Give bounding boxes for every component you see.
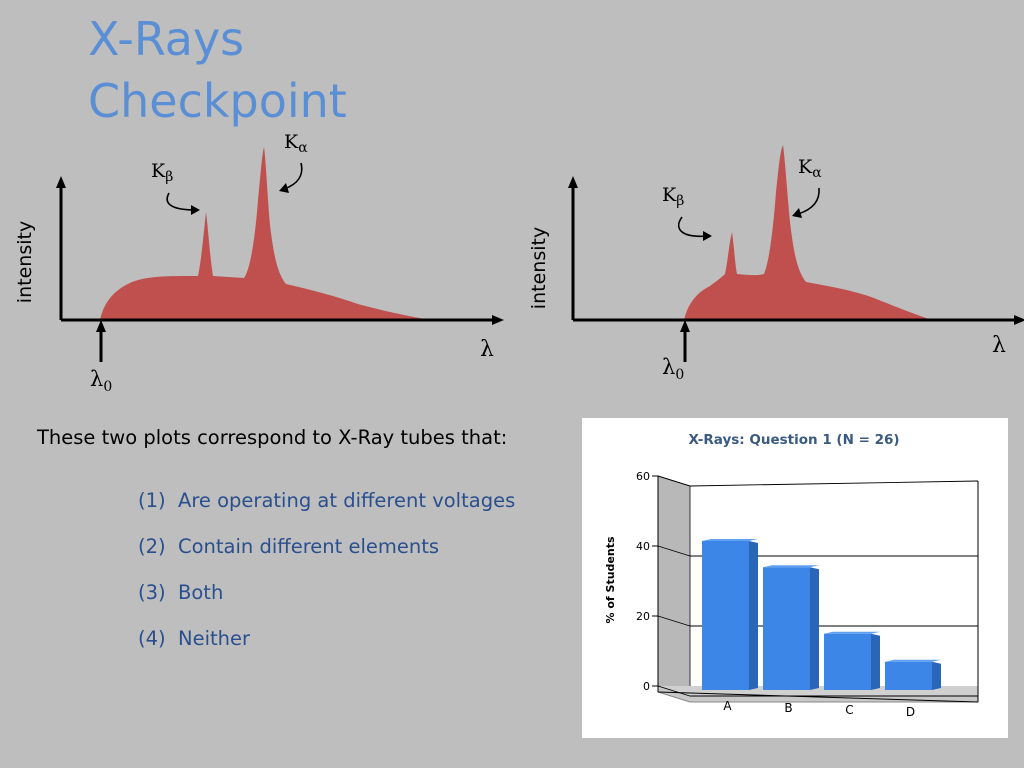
slide-title: X-Rays Checkpoint: [88, 8, 347, 132]
gridline-diag: [657, 685, 691, 697]
spectrum-fill: [100, 147, 430, 320]
bar-side: [810, 567, 819, 690]
spectrum-fill: [684, 145, 932, 320]
results-bar-chart: X-Rays: Question 1 (N = 26) % of Student…: [604, 432, 979, 719]
answer-option-1[interactable]: (1) Are operating at different voltages: [138, 486, 515, 532]
lambda0-arrowhead: [680, 320, 690, 332]
x-tick-label: B: [784, 701, 792, 715]
x-axis-arrowhead: [492, 315, 504, 325]
y-axis-arrowhead: [568, 176, 578, 188]
chart-side-wall: [657, 475, 691, 697]
bar-side: [932, 661, 941, 690]
bar-c: [824, 633, 871, 690]
y-tick-label: 40: [636, 540, 650, 553]
slide-title-line-1: X-Rays: [88, 12, 245, 66]
x-axis-line: [657, 691, 979, 703]
x-axis-label: λ: [480, 337, 494, 362]
y-axis-label: intensity: [14, 221, 36, 303]
option-text: Both: [178, 581, 224, 604]
k-beta-label: Kβ: [662, 184, 684, 209]
k-beta-arrowhead: [191, 205, 200, 215]
bar-b: [763, 567, 810, 690]
k-alpha-label: Kα: [284, 131, 308, 156]
axes: [571, 186, 1017, 362]
k-beta-arrow: [166, 192, 197, 211]
results-chart-panel: X-Rays: Question 1 (N = 26) % of Student…: [582, 418, 1008, 738]
option-number: (1): [138, 489, 166, 512]
x-tick-label: D: [906, 705, 915, 719]
x-axis-arrowhead: [1014, 315, 1024, 325]
x-tick-label: C: [845, 703, 853, 717]
k-alpha-label: Kα: [798, 156, 822, 181]
gridline-diag: [657, 615, 691, 627]
option-number: (3): [138, 581, 166, 604]
x-tick-label: A: [723, 699, 732, 713]
answer-option-2[interactable]: (2) Contain different elements: [138, 532, 515, 578]
x-axis-label: λ: [992, 333, 1006, 358]
lambda0-label: λ0: [90, 367, 112, 395]
lambda0-arrowhead: [96, 320, 106, 332]
option-text: Neither: [178, 627, 251, 650]
k-beta-arrowhead: [703, 231, 712, 241]
chart-y-axis-label: % of Students: [604, 536, 617, 623]
y-tick-label: 60: [636, 470, 650, 483]
bar-side: [871, 633, 880, 690]
y-tick-label: 20: [636, 610, 650, 623]
bar-top: [763, 565, 819, 568]
gridline-diag: [657, 475, 691, 487]
y-tick-label: 0: [643, 680, 650, 693]
bar-top: [885, 659, 941, 662]
y-axis-arrowhead: [56, 176, 66, 188]
gridline: [689, 480, 979, 487]
question-prompt: These two plots correspond to X-Ray tube…: [37, 426, 508, 449]
answer-option-4[interactable]: (4) Neither: [138, 624, 515, 670]
option-text: Are operating at different voltages: [178, 489, 516, 512]
y-axis-label: intensity: [528, 227, 550, 309]
bar-d: [885, 661, 932, 690]
k-alpha-arrow: [283, 162, 303, 190]
bar-top: [824, 631, 880, 634]
bar-side: [749, 541, 758, 690]
k-alpha-arrowhead: [792, 208, 802, 218]
bar-top: [702, 539, 758, 541]
option-text: Contain different elements: [178, 535, 440, 558]
option-number: (4): [138, 627, 166, 650]
k-beta-arrow: [677, 216, 708, 238]
slide-title-line-2: Checkpoint: [88, 74, 347, 128]
k-beta-label: Kβ: [151, 160, 173, 185]
axes: [59, 186, 495, 362]
answer-option-3[interactable]: (3) Both: [138, 578, 515, 624]
gridline-diag: [657, 545, 691, 557]
spectrum-plot-left: intensity λ λ0 Kβ Kα: [0, 0, 512, 400]
option-number: (2): [138, 535, 166, 558]
lambda0-label: λ0: [662, 355, 684, 383]
spectrum-plot-right: intensity intensity λ λ0 Kβ Kα: [512, 0, 1024, 400]
k-alpha-arrow: [797, 187, 820, 215]
k-alpha-arrowhead: [279, 183, 289, 193]
answer-options: (1) Are operating at different voltages (…: [138, 486, 515, 670]
bar-a: [702, 541, 749, 690]
chart-title: X-Rays: Question 1 (N = 26): [688, 432, 899, 448]
